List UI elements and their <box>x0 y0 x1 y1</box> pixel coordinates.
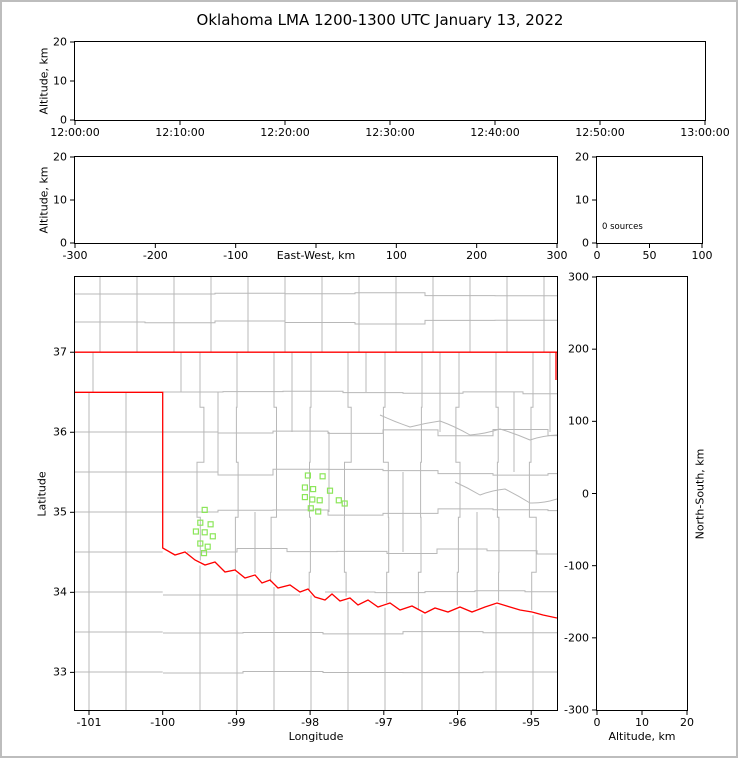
altitude-histogram-panel <box>596 156 703 244</box>
lightning-source-point <box>326 487 334 494</box>
tick-label: -97 <box>374 716 393 729</box>
tick-label: 200 <box>466 249 488 262</box>
tick-label: -100 <box>564 559 589 573</box>
tick-label: 34 <box>53 585 67 599</box>
lightning-source-point <box>309 496 316 503</box>
lightning-source-point <box>209 533 216 540</box>
tick-label: 12:50:00 <box>575 126 625 139</box>
plan-view-map-panel <box>74 276 558 711</box>
tick-label: 12:30:00 <box>365 126 415 139</box>
lightning-source-point <box>192 528 200 535</box>
lightning-source-point <box>341 500 348 507</box>
tick-label: -95 <box>522 716 541 729</box>
ew-height-ylabel: Altitude, km <box>37 166 51 234</box>
lightning-source-point <box>335 497 342 504</box>
tick-label: -99 <box>227 716 246 729</box>
figure-title: Oklahoma LMA 1200-1300 UTC January 13, 2… <box>196 11 564 29</box>
tick-label: -100 <box>150 716 176 729</box>
tick-label: 12:00:00 <box>50 126 100 139</box>
tick-label: 100 <box>385 249 407 262</box>
tick-label: 12:40:00 <box>470 126 520 139</box>
tick-label: -100 <box>223 249 249 262</box>
tick-label: 50 <box>642 249 657 262</box>
lightning-source-point <box>201 506 208 513</box>
tick-label: 12:10:00 <box>155 126 205 139</box>
state-borders <box>75 351 557 619</box>
tick-label: 200 <box>568 342 589 356</box>
lightning-source-point <box>201 529 208 536</box>
tick-label: 33 <box>53 665 67 679</box>
tick-label: 37 <box>53 345 67 359</box>
map-ylabel: Latitude <box>35 471 49 517</box>
lightning-source-point <box>207 521 214 528</box>
ns-height-panel <box>596 276 688 711</box>
tick-label: 35 <box>53 505 67 519</box>
tick-label: -300 <box>62 249 88 262</box>
tick-label: 0 <box>593 249 601 262</box>
tick-label: 36 <box>53 425 67 439</box>
tick-label: -101 <box>76 716 102 729</box>
ns-height-ylabel: North-South, km <box>693 448 707 540</box>
tick-label: 300 <box>546 249 568 262</box>
tick-label: 100 <box>568 414 589 428</box>
tick-label: 13:00:00 <box>680 126 730 139</box>
tick-label: 0 <box>60 236 67 250</box>
tick-label: 10 <box>635 716 649 729</box>
map-xlabel: Longitude <box>288 730 344 743</box>
tick-label: 20 <box>575 150 589 164</box>
lightning-source-point <box>301 484 308 491</box>
tick-label: 12:20:00 <box>260 126 310 139</box>
lightning-source-point <box>310 486 317 493</box>
lightning-sources <box>192 472 348 557</box>
oklahoma-map <box>75 277 557 710</box>
tick-label: 10 <box>575 193 589 207</box>
lightning-source-point <box>316 497 323 504</box>
source-count-label: 0 sources <box>602 222 643 232</box>
lightning-source-point <box>307 505 314 512</box>
lightning-source-point <box>197 519 204 526</box>
tick-label: 0 <box>60 113 67 127</box>
lightning-source-point <box>197 540 204 547</box>
tick-label: -200 <box>564 631 589 645</box>
tick-label: 20 <box>53 150 67 164</box>
tick-label: -200 <box>142 249 168 262</box>
time-height-panel <box>74 41 706 121</box>
county-lines <box>75 277 557 710</box>
tick-label: -300 <box>564 703 589 717</box>
lightning-source-point <box>315 508 322 515</box>
lightning-source-point <box>204 543 211 550</box>
time-height-ylabel: Altitude, km <box>37 47 51 115</box>
tick-label: 10 <box>53 193 67 207</box>
tick-label: 0 <box>582 487 589 500</box>
tick-label: 0 <box>582 236 589 250</box>
tick-label: 0 <box>593 716 601 729</box>
ew-height-panel <box>74 156 558 244</box>
tick-label: -98 <box>301 716 320 729</box>
tick-label: 10 <box>53 74 67 88</box>
tick-label: 300 <box>568 270 589 284</box>
lightning-source-point <box>319 473 326 480</box>
tick-label: 20 <box>53 35 67 49</box>
tick-label: 100 <box>691 249 713 262</box>
ns-height-xlabel: Altitude, km <box>608 730 676 743</box>
tick-label: -96 <box>448 716 467 729</box>
tick-label: 20 <box>680 716 694 729</box>
ew-height-xlabel: East-West, km <box>276 249 356 262</box>
lightning-source-point <box>304 472 311 479</box>
lightning-source-point <box>200 550 208 557</box>
lightning-source-point <box>301 494 308 501</box>
